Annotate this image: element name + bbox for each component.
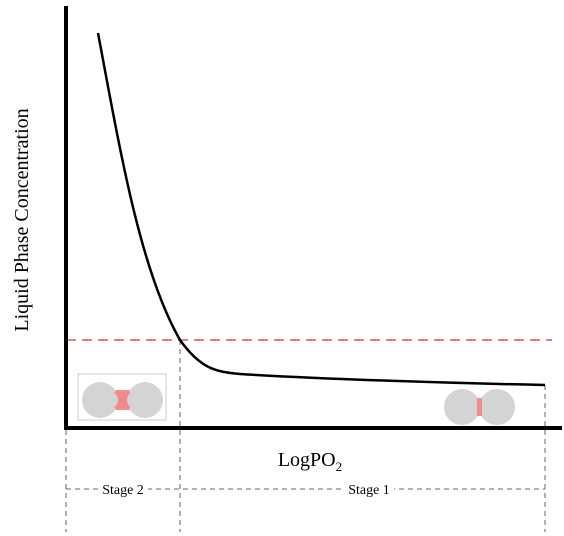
y-axis-label: Liquid Phase Concentration xyxy=(11,108,33,331)
label-bg xyxy=(344,480,394,498)
liquid-neck xyxy=(477,398,482,416)
stage-label: Stage 2 xyxy=(102,483,144,498)
x-axis-label: LogPO2 xyxy=(278,449,342,474)
particle xyxy=(127,382,163,418)
guides xyxy=(65,340,546,532)
particles-stage2 xyxy=(82,382,163,418)
particle xyxy=(479,389,515,425)
liquid-neck xyxy=(114,392,131,408)
label-bg xyxy=(98,480,148,498)
particles-stage1 xyxy=(444,389,515,425)
particle xyxy=(82,382,118,418)
stage-label: Stage 1 xyxy=(348,483,390,498)
x-label-main: LogPO xyxy=(278,449,336,471)
x-label-subscript: 2 xyxy=(336,459,343,474)
particle xyxy=(444,389,480,425)
concentration-curve xyxy=(96,32,546,387)
